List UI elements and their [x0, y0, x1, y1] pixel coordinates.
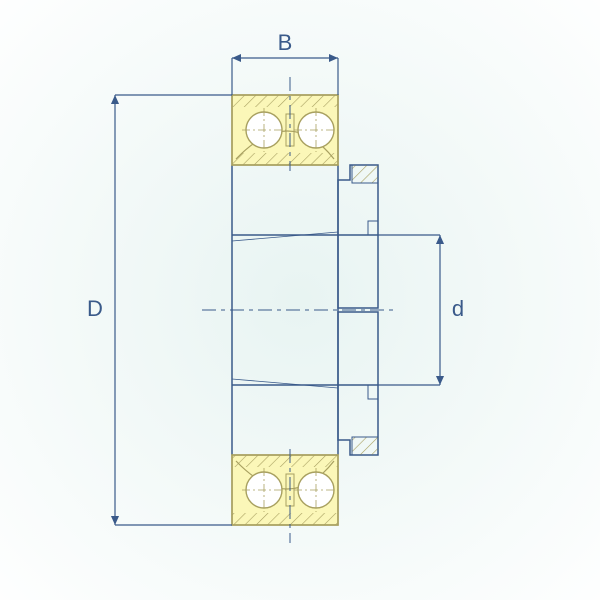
dimension-label-D: D — [87, 296, 103, 321]
bearing-cross-section-diagram: D d B — [0, 0, 600, 600]
dimension-label-d: d — [452, 296, 464, 321]
dimension-label-B: B — [278, 30, 293, 55]
